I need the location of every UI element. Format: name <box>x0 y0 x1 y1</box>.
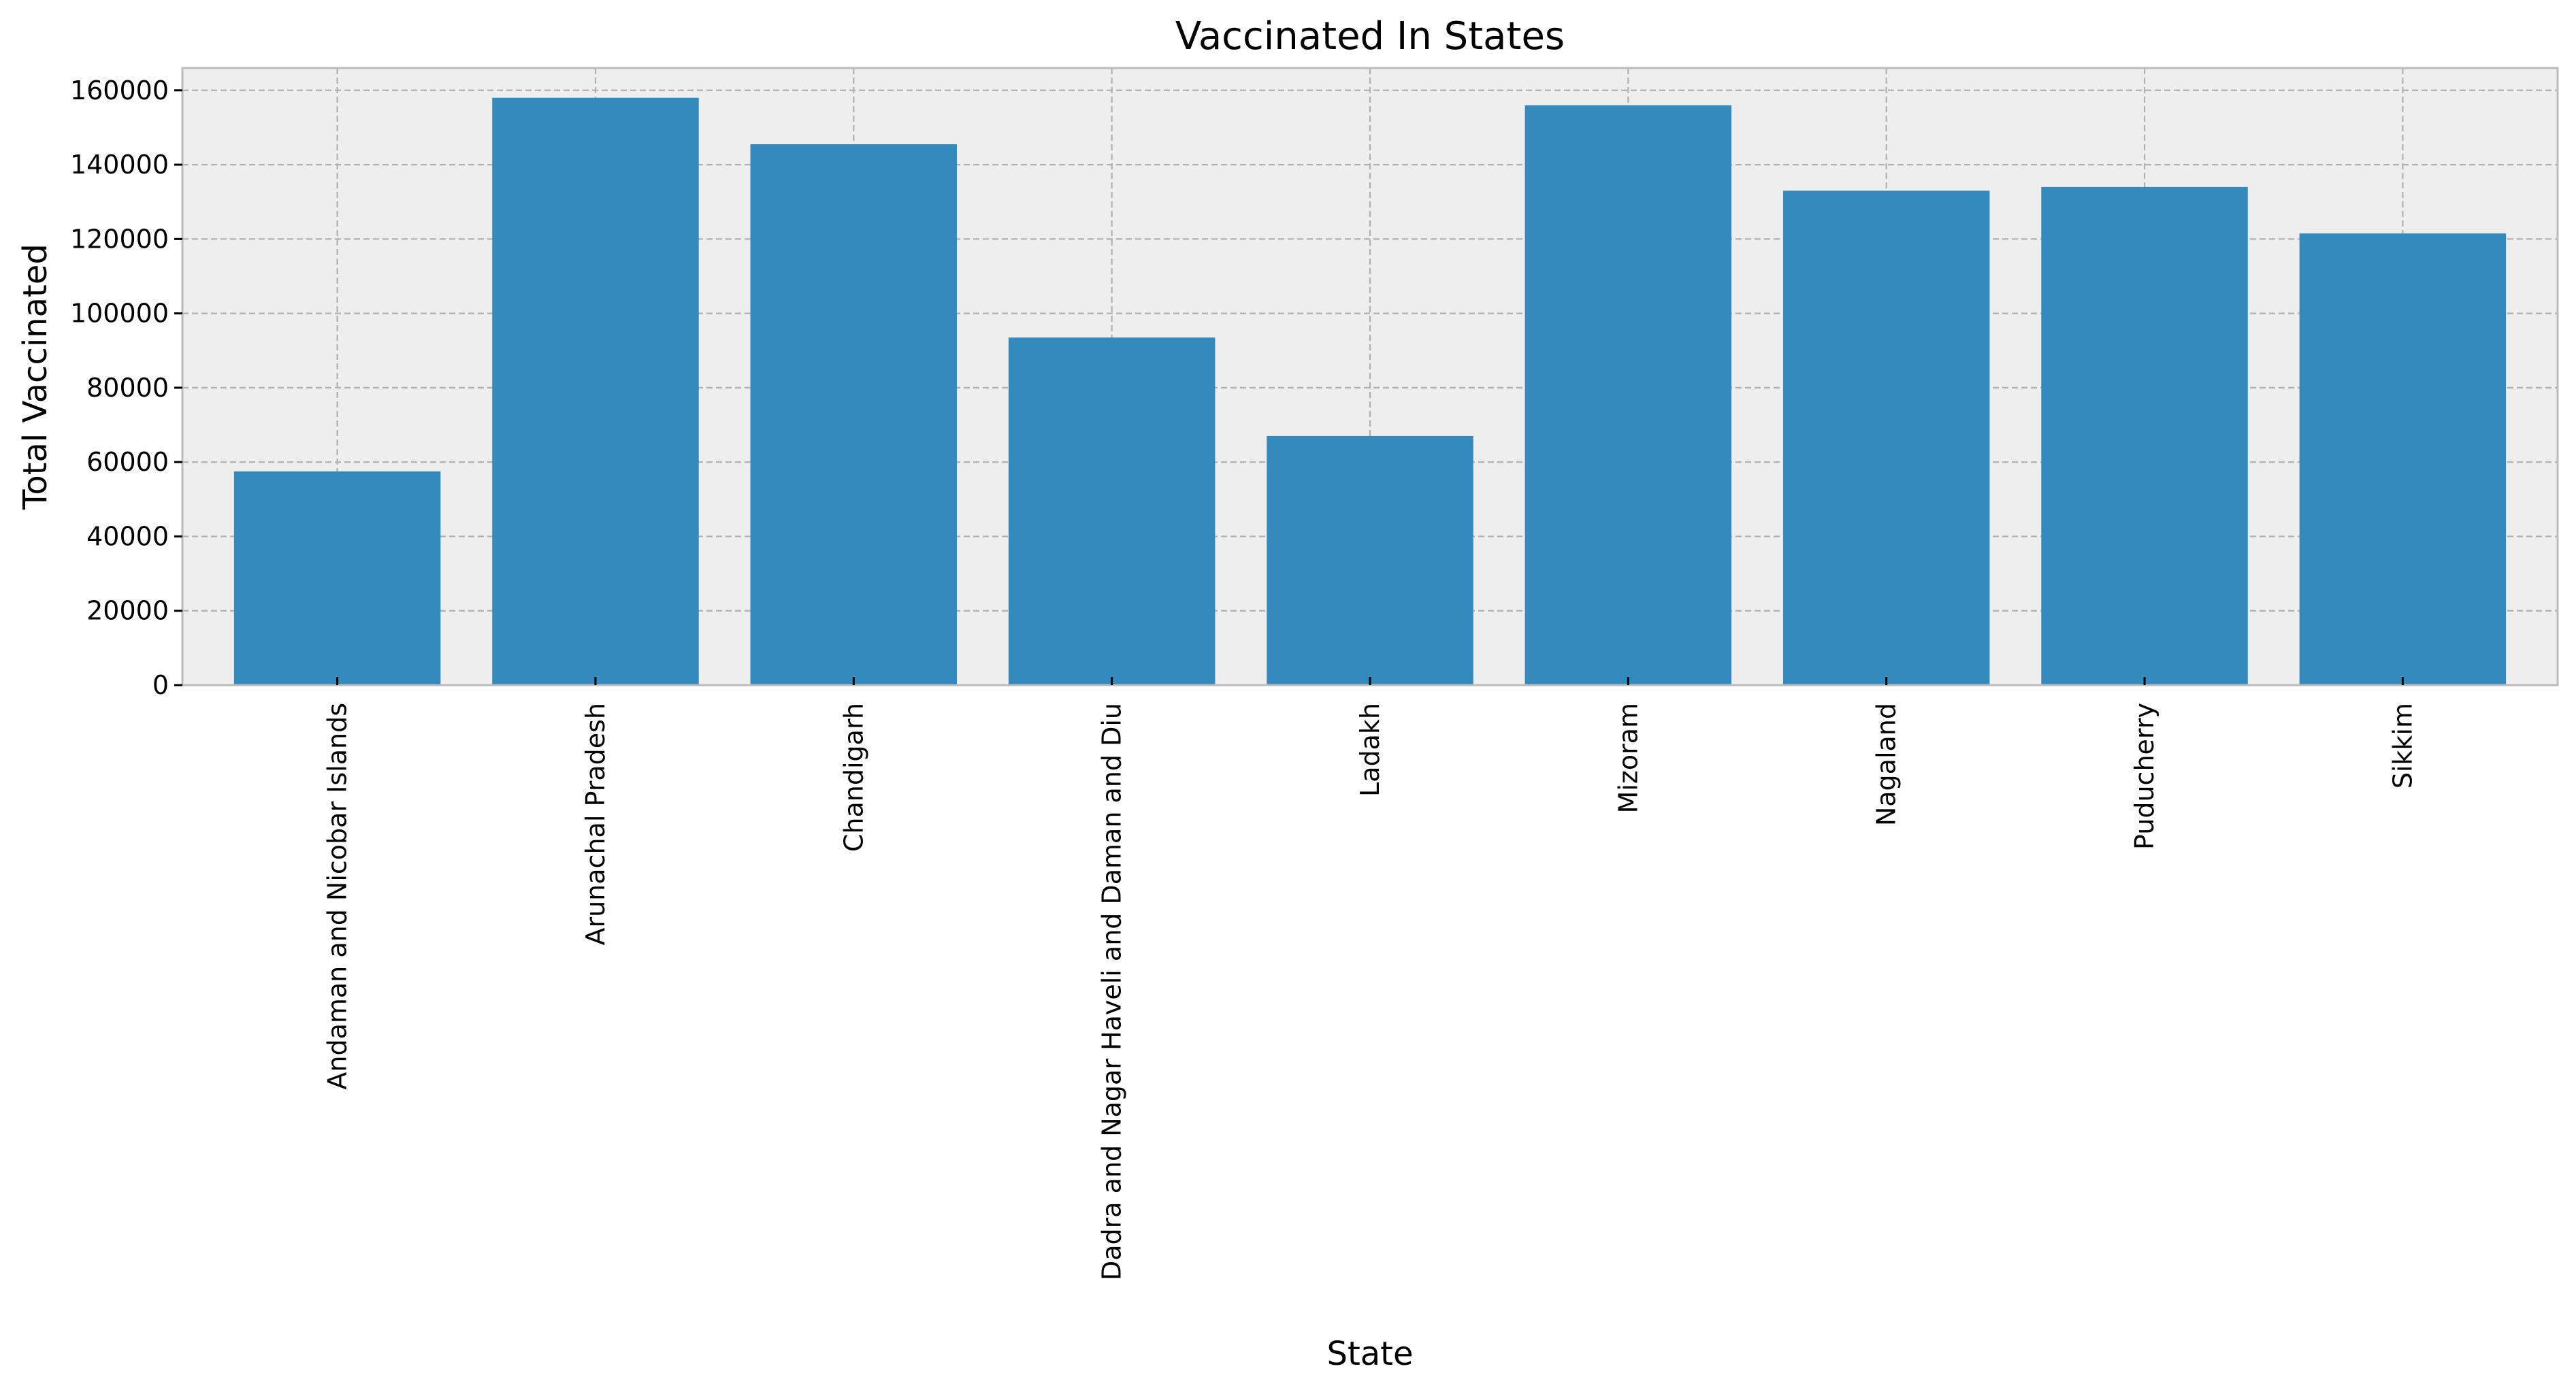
x-tick-label: Puducherry <box>2130 703 2159 850</box>
bar <box>2299 233 2507 685</box>
x-tick-label: Chandigarh <box>838 703 868 852</box>
x-tick-label: Arunachal Pradesh <box>581 703 610 946</box>
x-tick-label: Dadra and Nagar Haveli and Daman and Diu <box>1097 703 1127 1280</box>
y-tick-label: 100000 <box>70 299 169 329</box>
bar <box>1008 337 1216 685</box>
x-tick-label: Sikkim <box>2387 703 2417 789</box>
x-tick-label: Ladakh <box>1355 703 1385 797</box>
bar <box>233 471 441 685</box>
x-tick-label: Nagaland <box>1872 703 1902 826</box>
chart-title: Vaccinated In States <box>1175 14 1565 59</box>
bar <box>1525 105 1732 685</box>
x-tick-label: Mizoram <box>1613 703 1643 813</box>
axis-ticks: 0 20000 40000 60000 80000 100000 120000 140000 1… <box>70 76 2417 1280</box>
y-tick-label: 140000 <box>70 150 169 180</box>
y-tick-label: 60000 <box>86 447 169 477</box>
y-tick-label: 160000 <box>70 76 169 105</box>
bar <box>1782 190 1990 685</box>
bar <box>1267 435 1473 685</box>
x-tick-label: Andaman and Nicobar Islands <box>323 703 353 1090</box>
bar <box>750 144 958 685</box>
y-tick-label: 20000 <box>86 596 169 626</box>
y-tick-label: 80000 <box>86 373 169 403</box>
y-tick-label: 120000 <box>70 224 169 254</box>
y-tick-label: 40000 <box>86 521 169 551</box>
y-tick-label: 0 <box>152 670 169 700</box>
bar <box>2041 186 2248 685</box>
bars <box>233 97 2507 686</box>
bar <box>492 97 699 686</box>
x-axis-label: State <box>1326 1335 1413 1373</box>
y-axis-label: Total Vaccinated <box>16 244 54 510</box>
